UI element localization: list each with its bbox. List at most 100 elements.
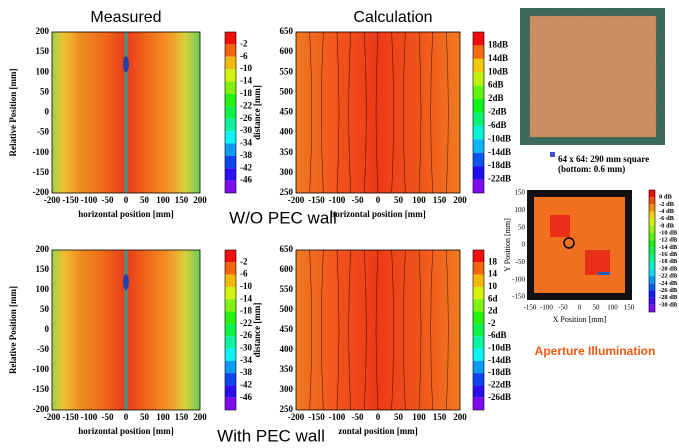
y-axis-label: Relative Position [mm]	[8, 69, 18, 157]
y-tick-label: -150	[33, 384, 50, 394]
x-axis-label: horizontal position [mm]	[330, 209, 426, 219]
colorbar-cell	[649, 268, 655, 277]
caption: With PEC wall	[217, 426, 325, 445]
colorbar-label: -18	[240, 306, 252, 316]
x-tick-label: 100	[412, 195, 426, 205]
x-tick-label: -150	[308, 412, 325, 422]
x-axis-label: horizontal position [mm]	[78, 426, 174, 436]
contour	[430, 249, 433, 411]
legend-swatch	[550, 152, 555, 157]
colorbar-label: -34	[240, 355, 252, 365]
contour	[364, 249, 367, 411]
contour	[430, 31, 433, 194]
contour	[418, 31, 422, 194]
contour	[391, 31, 394, 194]
colorbar-label: 0 dB	[659, 194, 672, 201]
colorbar-label: 18	[488, 256, 498, 266]
colorbar-cell	[225, 373, 236, 386]
colorbar-label: -14dB	[488, 147, 511, 157]
aperture-title: Aperture Illumination	[535, 344, 656, 358]
contour	[321, 31, 324, 194]
y-tick-label: -50	[37, 127, 49, 137]
colorbar-cell	[225, 262, 236, 275]
y-tick-label: 200	[36, 26, 50, 36]
y-tick-label: -150	[33, 167, 50, 177]
x-tick-label: 200	[453, 412, 467, 422]
y-axis-label: distance [mm]	[252, 85, 262, 140]
colorbar-cell	[225, 274, 236, 287]
y-tick-label: 600	[280, 264, 294, 274]
colorbar-frame	[648, 189, 656, 313]
contour	[375, 249, 379, 411]
colorbar-cell	[225, 32, 236, 45]
x-tick-label: -100	[540, 304, 553, 312]
contour	[348, 31, 351, 194]
x-tick-label: 200	[193, 195, 207, 205]
colorbar-label: -14	[240, 293, 252, 303]
contour	[336, 249, 340, 411]
colorbar-label: -22	[240, 318, 252, 328]
y-tick-label: 550	[280, 66, 294, 76]
y-tick-label: 500	[280, 86, 294, 96]
colorbar-cell	[225, 56, 236, 70]
colorbar-cell	[649, 211, 655, 219]
colorbar-label: 10	[488, 281, 498, 291]
colorbar-label: -42	[240, 379, 252, 389]
colorbar-cell	[225, 118, 236, 132]
colorbar-label: -26 dB	[659, 287, 678, 294]
colorbar-cell	[649, 190, 655, 198]
colorbar-label: -30	[240, 125, 252, 135]
y-tick-label: 600	[280, 46, 294, 56]
colorbar-label: 14	[488, 269, 498, 279]
heatmap	[296, 250, 460, 410]
colorbar-cell	[473, 32, 484, 46]
colorbar-cell	[473, 360, 484, 374]
colorbar-label: -18	[240, 88, 252, 98]
colorbar-label: -20 dB	[659, 265, 678, 272]
contour	[364, 31, 367, 194]
colorbar-label: -34	[240, 138, 252, 148]
contour	[403, 249, 406, 411]
y-tick-label: 400	[280, 127, 294, 137]
y-tick-label: 50	[40, 304, 50, 314]
colorbar-label: -46	[240, 392, 252, 402]
x-tick-label: 100	[156, 195, 170, 205]
colorbar-cell	[473, 139, 484, 153]
colorbar-frame	[224, 249, 237, 411]
colorbar-label: -30 dB	[659, 301, 678, 308]
x-tick-label: 0	[578, 304, 582, 312]
y-tick-label: 400	[280, 344, 294, 354]
colorbar-cell	[225, 180, 236, 193]
aperture-patch	[598, 272, 610, 275]
panel-title: Measured	[90, 9, 161, 26]
colorbar-cell	[225, 336, 236, 349]
x-tick-label: 100	[412, 412, 426, 422]
colorbar-cell	[649, 297, 655, 305]
colorbar-cell	[473, 286, 484, 300]
heatmap-spot	[123, 274, 129, 290]
colorbar-cell	[649, 254, 655, 262]
y-tick-label: 100	[36, 66, 50, 76]
colorbar-cell	[649, 304, 655, 312]
x-tick-label: -150	[524, 304, 537, 312]
colorbar-label: -2	[240, 38, 248, 48]
colorbar-cell	[473, 385, 484, 398]
colorbar-label: -18dB	[488, 367, 511, 377]
colorbar-label: -28 dB	[659, 294, 678, 301]
contour	[375, 31, 379, 194]
heatmap	[296, 32, 460, 193]
x-tick-label: 0	[124, 412, 129, 422]
colorbar-label: -10	[240, 63, 252, 73]
x-tick-label: -150	[308, 195, 325, 205]
x-tick-label: -50	[352, 412, 364, 422]
y-tick-label: 150	[515, 189, 526, 197]
colorbar-cell	[473, 262, 484, 275]
aperture-map	[534, 197, 625, 293]
colorbar-label: 2dB	[488, 93, 504, 103]
x-tick-label: -50	[558, 304, 568, 312]
colorbar-cell	[649, 290, 655, 298]
colorbar-cell	[225, 143, 236, 156]
y-tick-label: 300	[280, 384, 294, 394]
colorbar-label: -26dB	[488, 392, 511, 402]
